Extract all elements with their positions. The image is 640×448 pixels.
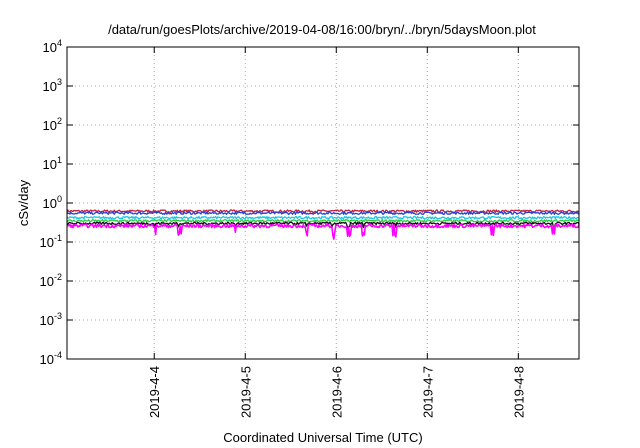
y-tick-label: 100 [43, 194, 62, 211]
series-line [66, 215, 580, 220]
series-line [66, 223, 580, 240]
tick-layer: 10-4 10-3 10-2 10-1 100 101 102 103 104 2019-4-4 2… [40, 38, 579, 418]
x-tick-label: 2019-4-4 [147, 366, 162, 418]
y-tick-label: 102 [43, 116, 62, 133]
x-axis-label: Coordinated Universal Time (UTC) [223, 430, 422, 445]
chart-title: /data/run/goesPlots/archive/2019-04-08/1… [108, 22, 536, 37]
y-tick-label: 10-4 [40, 350, 62, 367]
series-line [66, 209, 580, 213]
y-tick-label: 103 [43, 77, 62, 94]
series-line [66, 219, 580, 223]
grid-layer [67, 47, 579, 359]
y-axis-label: cSv/day [16, 179, 31, 226]
y-tick-label: 10-3 [40, 311, 62, 328]
series-line [66, 211, 580, 215]
y-tick-label: 104 [43, 38, 62, 55]
y-tick-label: 10-1 [40, 233, 62, 250]
x-tick-label: 2019-4-8 [511, 366, 526, 418]
series-layer [66, 209, 580, 240]
x-tick-label: 2019-4-5 [238, 366, 253, 418]
y-tick-label: 101 [43, 155, 62, 172]
series-line [66, 221, 580, 229]
x-tick-label: 2019-4-7 [420, 366, 435, 418]
x-tick-label: 2019-4-6 [329, 366, 344, 418]
y-tick-label: 10-2 [40, 272, 62, 289]
